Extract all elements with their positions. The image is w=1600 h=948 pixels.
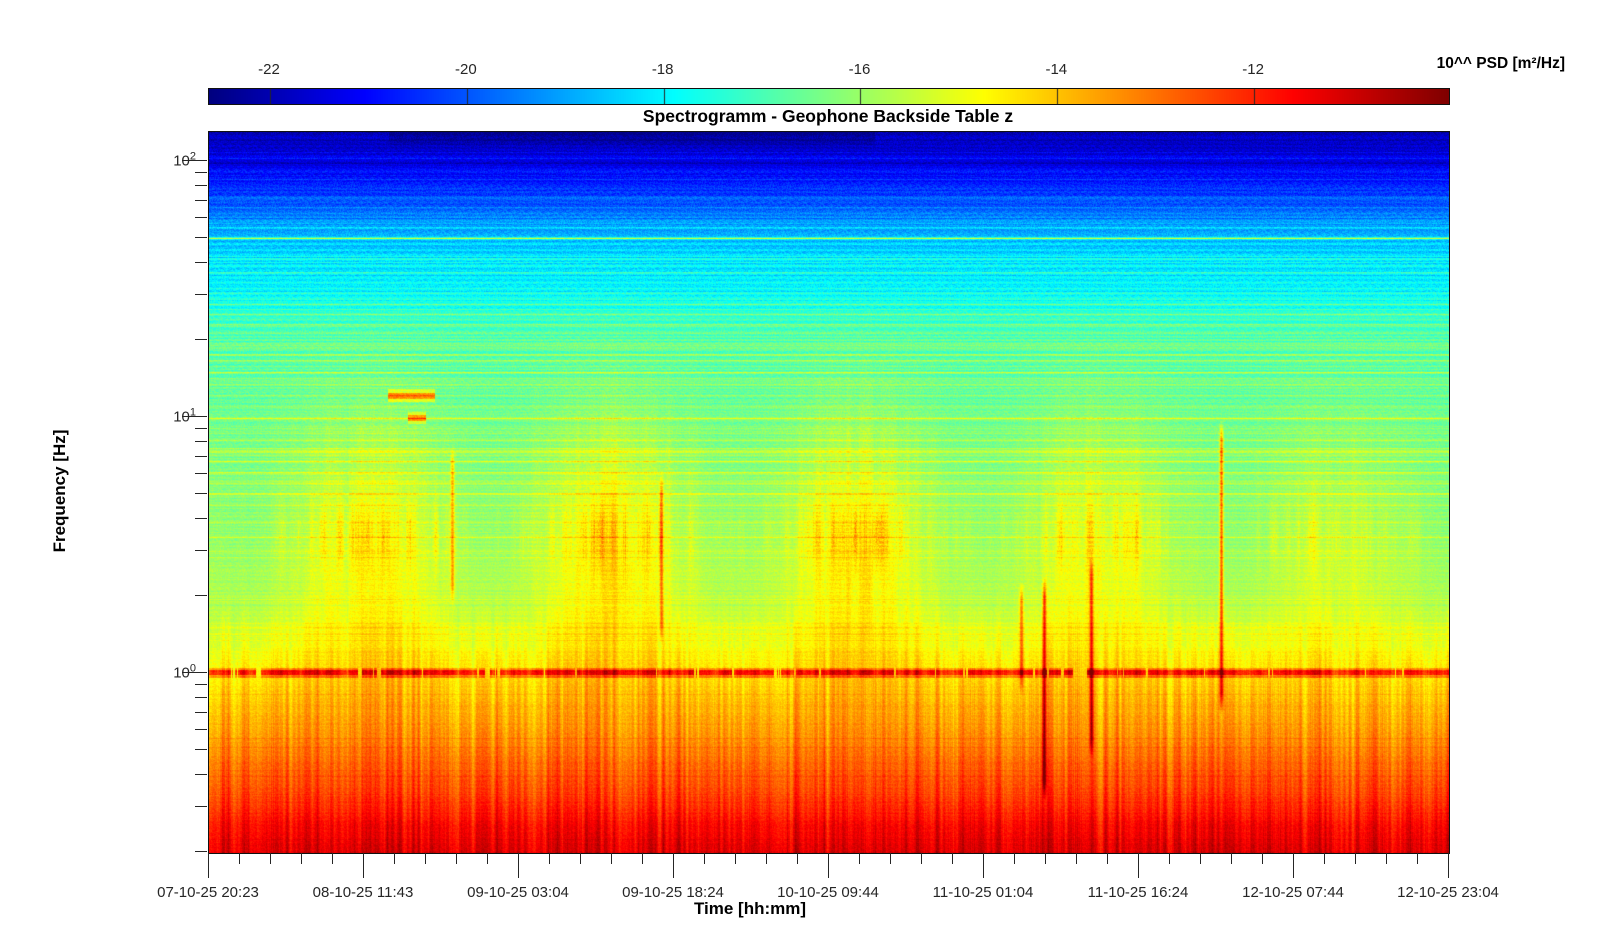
x-tick-label: 10-10-25 09:44 — [777, 884, 879, 901]
colorbar-tick-label: -18 — [651, 61, 674, 78]
x-tick-label: 09-10-25 18:24 — [622, 884, 724, 901]
colorbar-tick-label: -12 — [1242, 61, 1264, 78]
y-tick-label: 101 — [173, 406, 196, 426]
x-tick-label: 09-10-25 03:04 — [467, 884, 569, 901]
y-tick-label: 100 — [173, 662, 196, 682]
y-tick-label: 102 — [173, 150, 196, 170]
colorbar-label: 10^^ PSD [m²/Hz] — [1436, 55, 1565, 72]
colorbar-tick-label: -22 — [258, 61, 280, 78]
spectrogram-canvas — [209, 132, 1449, 853]
x-axis-label: Time [hh:mm] — [693, 899, 807, 918]
x-tick-label: 12-10-25 07:44 — [1242, 884, 1344, 901]
x-tick-label: 11-10-25 01:04 — [932, 884, 1034, 901]
colorbar-tick-label: -20 — [454, 61, 477, 78]
y-axis-label: Frequency [Hz] — [50, 429, 69, 553]
colorbar-canvas — [209, 89, 1449, 104]
plot-title: Spectrogramm - Geophone Backside Table z — [642, 106, 1014, 126]
plot-area — [208, 131, 1450, 854]
x-tick-label: 08-10-25 11:43 — [312, 884, 414, 901]
x-tick-label: 11-10-25 16:24 — [1087, 884, 1189, 901]
colorbar-tick-label: -16 — [848, 61, 871, 78]
x-tick-label: 12-10-25 23:04 — [1397, 884, 1499, 901]
colorbar-tick-label: -14 — [1045, 61, 1068, 78]
colorbar — [208, 88, 1450, 105]
x-tick-label: 07-10-25 20:23 — [157, 884, 259, 901]
